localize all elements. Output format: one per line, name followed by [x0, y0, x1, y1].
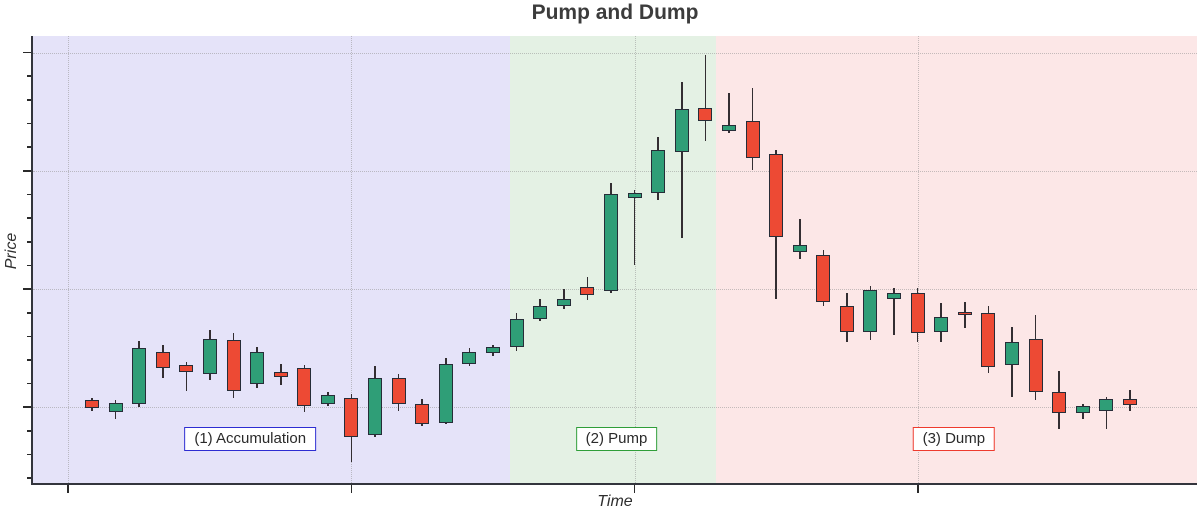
- candle-body-up: [651, 149, 666, 194]
- candle-body-up: [509, 318, 524, 347]
- candle-body-down: [391, 377, 406, 404]
- candle-body-up: [132, 348, 147, 404]
- candle-body-down: [910, 292, 925, 333]
- candle-body-down: [981, 312, 996, 368]
- horizontal-gridline: [33, 170, 1197, 172]
- y-axis-minor-tick: [26, 453, 31, 456]
- y-axis-minor-tick: [26, 430, 31, 432]
- phase-label-accumulation: (1) Accumulation: [184, 427, 317, 451]
- phase-label-pump: (2) Pump: [575, 427, 658, 451]
- candle-body-down: [769, 154, 784, 238]
- candle-body-up: [721, 124, 736, 131]
- candle-body-up: [1099, 399, 1114, 411]
- candle-body-up: [556, 298, 571, 306]
- x-axis-tick: [350, 485, 353, 493]
- candle-wick: [633, 189, 636, 266]
- candle-wick: [728, 92, 730, 133]
- candle-wick: [1105, 396, 1108, 429]
- candle-body-down: [273, 371, 288, 377]
- candle-body-up: [202, 338, 217, 375]
- candle-body-down: [1052, 391, 1067, 414]
- candle-wick: [893, 287, 895, 336]
- candle-wick: [680, 82, 683, 239]
- y-axis-major-tick: [23, 406, 31, 409]
- candle-body-down: [839, 305, 854, 332]
- plot-area: (1) Accumulation (2) Pump (3) Dump: [33, 36, 1197, 483]
- phase-band-dump: [715, 36, 1197, 483]
- candle-body-up: [792, 245, 807, 253]
- candle-body-up: [486, 347, 501, 353]
- horizontal-gridline: [33, 52, 1197, 54]
- candle-body-up: [533, 305, 548, 319]
- candle-body-down: [957, 311, 972, 316]
- horizontal-gridline: [33, 407, 1197, 409]
- candle-body-down: [84, 400, 99, 409]
- candle-body-down: [1123, 399, 1137, 405]
- y-axis-major-tick: [23, 51, 31, 54]
- y-axis-major-tick: [23, 169, 31, 172]
- candle-body-down: [580, 286, 595, 295]
- x-axis-spine: [31, 483, 1197, 486]
- candle-body-down: [297, 368, 312, 407]
- candle-body-down: [155, 351, 170, 369]
- y-axis-minor-tick: [26, 311, 31, 314]
- candle-wick: [798, 219, 801, 260]
- candle-body-up: [108, 402, 123, 413]
- candle-body-down: [415, 403, 430, 424]
- y-axis-minor-tick: [26, 264, 31, 267]
- y-axis-minor-tick: [26, 477, 31, 480]
- phase-label-dump: (3) Dump: [912, 427, 996, 451]
- candle-body-down: [226, 339, 241, 391]
- candle-body-up: [674, 109, 689, 152]
- candle-body-up: [627, 193, 642, 198]
- y-axis-spine: [31, 36, 34, 485]
- candle-body-up: [887, 292, 902, 299]
- vertical-gridline: [917, 36, 919, 483]
- y-axis-minor-tick: [26, 146, 31, 148]
- y-axis-minor-tick: [26, 359, 31, 361]
- candle-body-down: [698, 108, 713, 122]
- candle-body-down: [745, 121, 760, 158]
- candle-body-up: [1075, 406, 1090, 414]
- candle-body-down: [816, 254, 831, 303]
- y-axis-minor-tick: [26, 99, 31, 101]
- x-axis-tick: [633, 485, 636, 493]
- candle-body-up: [1005, 342, 1020, 365]
- y-axis-minor-tick: [26, 382, 31, 385]
- vertical-gridline: [68, 36, 70, 483]
- candle-body-up: [320, 395, 335, 404]
- candle-wick: [185, 362, 188, 391]
- y-axis-minor-tick: [26, 217, 31, 219]
- candle-wick: [704, 54, 707, 142]
- y-axis-major-tick: [23, 288, 31, 290]
- candle-body-up: [368, 377, 383, 435]
- chart-title: Pump and Dump: [531, 1, 699, 24]
- candle-body-down: [344, 397, 359, 437]
- candle-body-down: [1028, 338, 1043, 392]
- x-axis-tick: [67, 485, 70, 493]
- vertical-gridline: [351, 36, 353, 483]
- candle-body-up: [934, 317, 949, 332]
- y-axis-minor-tick: [26, 240, 31, 243]
- x-axis-tick: [916, 485, 919, 493]
- y-axis-label: Price: [3, 232, 20, 270]
- y-axis-minor-tick: [26, 75, 31, 77]
- candle-body-up: [462, 351, 477, 364]
- x-axis-label: Time: [597, 493, 633, 510]
- y-axis-minor-tick: [26, 335, 31, 338]
- candle-body-up: [250, 351, 265, 384]
- y-axis-minor-tick: [26, 122, 31, 125]
- candle-body-up: [603, 194, 618, 292]
- candle-body-down: [179, 364, 194, 372]
- candle-body-up: [863, 290, 878, 332]
- candle-body-up: [438, 363, 453, 423]
- y-axis-minor-tick: [26, 193, 31, 196]
